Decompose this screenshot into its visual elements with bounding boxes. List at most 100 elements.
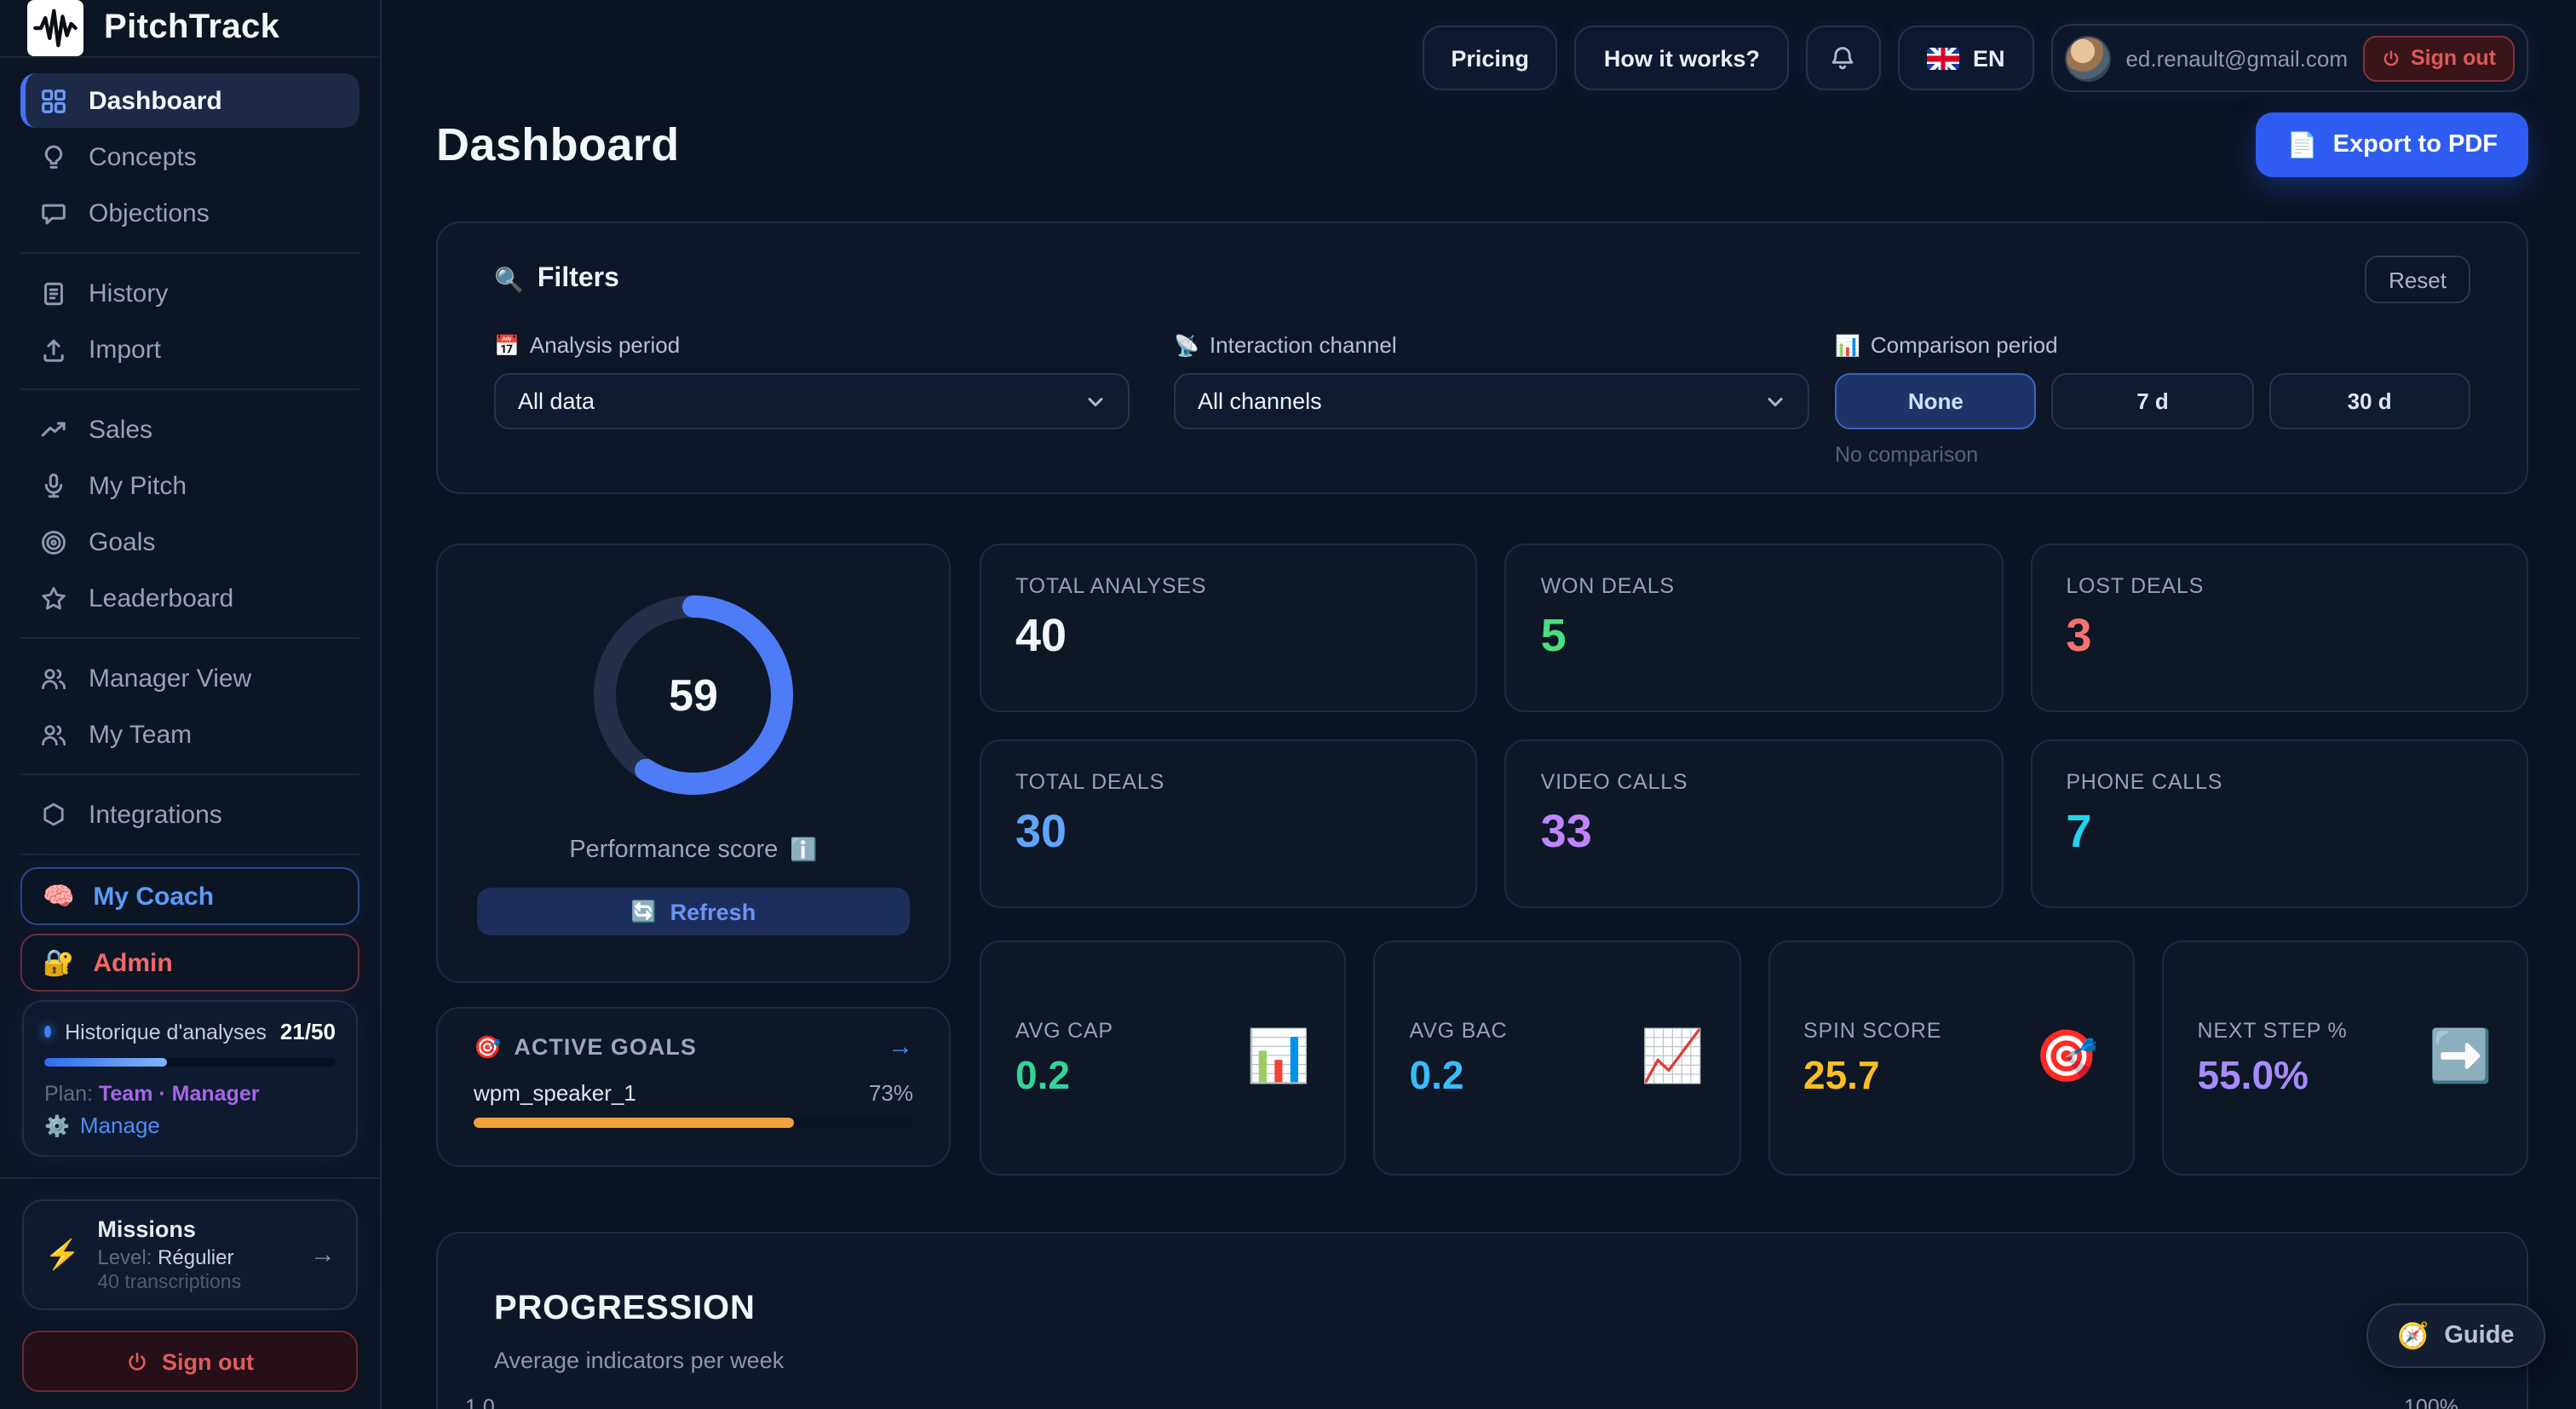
stat-card-lost-deals: LOST DEALS 3 bbox=[2030, 543, 2528, 712]
user-email: ed.renault@gmail.com bbox=[2125, 45, 2348, 71]
sidebar-item-admin[interactable]: 🔐 Admin bbox=[20, 934, 359, 992]
active-goals-card: 🎯 ACTIVE GOALS → wpm_speaker_1 73% bbox=[436, 1007, 951, 1167]
sidebar-item-label: Import bbox=[89, 335, 162, 364]
sidebar-item-label: Concepts bbox=[89, 142, 197, 171]
goal-progress-fill bbox=[474, 1118, 795, 1128]
stat-value: 7 bbox=[2066, 806, 2092, 857]
avatar[interactable] bbox=[2064, 35, 2111, 81]
sidebar-item-label: My Pitch bbox=[89, 471, 187, 500]
mini-value: 0.2 bbox=[1015, 1052, 1070, 1096]
sidebar-item-objections[interactable]: Objections bbox=[20, 186, 359, 240]
sidebar-sign-out-button[interactable]: Sign out bbox=[22, 1331, 358, 1392]
sidebar-item-label: My Coach bbox=[93, 882, 215, 911]
lightning-icon: ⚡ bbox=[44, 1238, 81, 1270]
sidebar-item-label: History bbox=[89, 279, 169, 308]
guide-button[interactable]: 🧭 Guide bbox=[2366, 1303, 2545, 1368]
stat-value: 40 bbox=[1015, 610, 1067, 661]
calendar-icon: 📅 bbox=[494, 333, 520, 357]
mini-value: 0.2 bbox=[1409, 1052, 1464, 1096]
usage-progress-fill bbox=[44, 1058, 167, 1067]
comparison-period-field: 📊 Comparison period None 7 d 30 d No com… bbox=[1835, 332, 2470, 467]
sidebar-item-goals[interactable]: Goals bbox=[20, 515, 359, 569]
top-bar: Pricing How it works? EN ed.renault@gmai… bbox=[436, 24, 2528, 92]
analysis-period-select[interactable]: All data bbox=[494, 373, 1130, 429]
export-to-pdf-button[interactable]: 📄 Export to PDF bbox=[2256, 112, 2528, 177]
progression-card: PROGRESSION Average indicators per week … bbox=[436, 1232, 2528, 1409]
pricing-button[interactable]: Pricing bbox=[1422, 26, 1558, 90]
interaction-channel-field: 📡 Interaction channel All channels bbox=[1174, 332, 1809, 467]
sidebar-item-label: Manager View bbox=[89, 664, 252, 693]
usage-count: 21/50 bbox=[279, 1019, 336, 1044]
notifications-button[interactable] bbox=[1805, 26, 1881, 90]
users-icon bbox=[37, 663, 68, 693]
upload-icon bbox=[37, 334, 68, 365]
chart-axis-label: 100% bbox=[2404, 1395, 2458, 1409]
sidebar-item-dashboard[interactable]: Dashboard bbox=[20, 73, 359, 128]
how-it-works-button[interactable]: How it works? bbox=[1574, 26, 1789, 90]
sidebar-item-label: Objections bbox=[89, 198, 210, 227]
divider bbox=[0, 1177, 380, 1179]
divider bbox=[20, 637, 359, 639]
sidebar-item-import[interactable]: Import bbox=[20, 322, 359, 377]
history-document-icon bbox=[37, 278, 68, 308]
arrow-right-icon: → bbox=[310, 1240, 336, 1269]
compass-icon: 🧭 bbox=[2397, 1322, 2429, 1351]
brain-icon: 🧠 bbox=[43, 883, 75, 912]
mini-card-spin-score: SPIN SCORE 25.7 🎯 bbox=[1768, 940, 2135, 1176]
plan-label: Plan: Team · Manager bbox=[44, 1082, 260, 1106]
sidebar-item-my-team[interactable]: My Team bbox=[20, 707, 359, 762]
sidebar-bottom: Historique d'analyses 21/50 Plan: Team ·… bbox=[0, 1000, 380, 1409]
usage-title: Historique d'analyses bbox=[65, 1020, 267, 1044]
comparison-7d-button[interactable]: 7 d bbox=[2051, 373, 2254, 429]
chat-bubble-icon bbox=[37, 198, 68, 228]
sidebar-item-my-coach[interactable]: 🧠 My Coach bbox=[20, 867, 359, 925]
app-logo-waveform-icon bbox=[27, 0, 83, 56]
page-header: Dashboard 📄 Export to PDF bbox=[436, 112, 2528, 177]
refresh-button[interactable]: 🔄 Refresh bbox=[477, 888, 910, 935]
gear-icon: ⚙️ bbox=[44, 1113, 70, 1137]
sidebar-item-sales[interactable]: Sales bbox=[20, 402, 359, 457]
stat-card-total-analyses: TOTAL ANALYSES 40 bbox=[980, 543, 1478, 712]
sidebar-item-leaderboard[interactable]: Leaderboard bbox=[20, 571, 359, 625]
stat-value: 33 bbox=[1540, 806, 1592, 857]
sidebar-item-my-pitch[interactable]: My Pitch bbox=[20, 458, 359, 513]
uk-flag-icon bbox=[1926, 47, 1959, 69]
dart-target-icon: 🎯 bbox=[474, 1033, 503, 1059]
sidebar-item-integrations[interactable]: Integrations bbox=[20, 787, 359, 842]
comparison-none-button[interactable]: None bbox=[1835, 373, 2037, 429]
sidebar-header: PitchTrack bbox=[0, 0, 380, 58]
mini-card-next-step: NEXT STEP % 55.0% ➡️ bbox=[2161, 940, 2528, 1176]
goal-name: wpm_speaker_1 bbox=[474, 1080, 636, 1106]
divider bbox=[20, 252, 359, 254]
analysis-period-field: 📅 Analysis period All data bbox=[494, 332, 1130, 467]
language-button[interactable]: EN bbox=[1897, 26, 2034, 90]
analysis-period-label: 📅 Analysis period bbox=[494, 332, 681, 358]
manage-plan-link[interactable]: ⚙️ Manage bbox=[44, 1113, 160, 1138]
power-icon bbox=[2383, 49, 2399, 66]
sidebar-item-concepts[interactable]: Concepts bbox=[20, 129, 359, 184]
main-content: Pricing How it works? EN ed.renault@gmai… bbox=[382, 0, 2576, 1409]
interaction-channel-select[interactable]: All channels bbox=[1174, 373, 1809, 429]
missions-card[interactable]: ⚡ Missions Level: Régulier 40 transcript… bbox=[22, 1199, 358, 1310]
sidebar-item-manager-view[interactable]: Manager View bbox=[20, 651, 359, 705]
progression-subtitle: Average indicators per week bbox=[494, 1348, 785, 1373]
stat-card-phone-calls: PHONE CALLS 7 bbox=[2030, 739, 2528, 908]
info-icon[interactable]: ℹ️ bbox=[790, 837, 818, 862]
page-title: Dashboard bbox=[436, 118, 680, 170]
mini-card-avg-cap: AVG CAP 0.2 📊 bbox=[980, 940, 1347, 1176]
performance-ring-gauge: 59 bbox=[581, 583, 806, 808]
user-account-pill: ed.renault@gmail.com Sign out bbox=[2050, 24, 2528, 92]
power-icon bbox=[129, 1351, 146, 1370]
arrow-right-icon: ➡️ bbox=[2429, 1029, 2493, 1085]
sidebar-item-label: Integrations bbox=[89, 800, 222, 829]
goals-arrow-link[interactable]: → bbox=[888, 1032, 913, 1061]
mini-value: 25.7 bbox=[1803, 1052, 1880, 1096]
header-sign-out-button[interactable]: Sign out bbox=[2363, 35, 2515, 81]
usage-quota-card: Historique d'analyses 21/50 Plan: Team ·… bbox=[22, 1000, 358, 1157]
comparison-30d-button[interactable]: 30 d bbox=[2268, 373, 2470, 429]
active-goals-title: 🎯 ACTIVE GOALS bbox=[474, 1033, 697, 1060]
sidebar-item-history[interactable]: History bbox=[20, 266, 359, 320]
chart-increasing-icon: 📈 bbox=[1641, 1029, 1705, 1085]
filters-reset-button[interactable]: Reset bbox=[2365, 256, 2470, 303]
